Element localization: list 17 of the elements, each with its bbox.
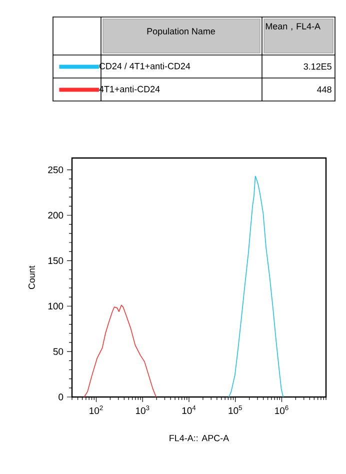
text: Mean , FL4-A <box>266 23 320 31</box>
legend-title: Population Name <box>147 28 215 36</box>
x-axis-title: FL4-A:: APC-A <box>170 434 230 442</box>
y-tick-label: 150 <box>48 257 64 264</box>
y-axis-title: Count <box>28 266 35 290</box>
x-tick-label: 10$^{2}$ <box>90 406 103 414</box>
y-tick-label: 200 <box>48 212 64 219</box>
x-tick-label: 10$^{6}$ <box>275 406 288 414</box>
text: 3.12E5 <box>304 63 332 70</box>
text: 448 <box>317 86 332 93</box>
y-tick-label: 50 <box>53 348 64 355</box>
x-tick-label: 10$^{4}$ <box>182 406 196 414</box>
x-tick-label: 10$^{5}$ <box>228 406 242 414</box>
y-tick-label: 250 <box>48 166 64 174</box>
y-tick-label: 0 <box>58 394 64 400</box>
y-tick-label: 100 <box>48 302 64 310</box>
x-tick-label: 10$^{3}$ <box>136 406 150 414</box>
